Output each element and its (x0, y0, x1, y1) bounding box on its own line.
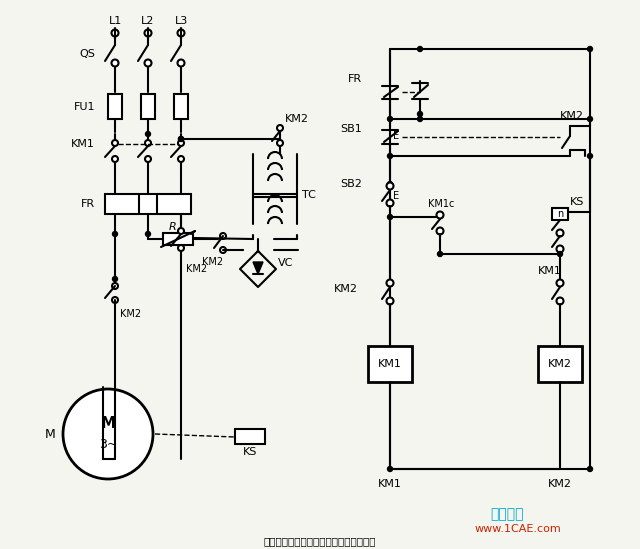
Circle shape (557, 245, 563, 253)
Circle shape (387, 467, 392, 472)
Circle shape (387, 182, 394, 189)
Text: FR: FR (81, 199, 95, 209)
Text: KS: KS (243, 447, 257, 457)
Text: KM2: KM2 (285, 114, 309, 124)
Circle shape (112, 156, 118, 162)
Bar (538, 346, 582, 382)
Text: VC: VC (278, 258, 293, 268)
Circle shape (277, 140, 283, 146)
Circle shape (145, 59, 152, 66)
Text: KM2: KM2 (334, 284, 358, 294)
Text: E: E (393, 131, 399, 141)
Text: 以速度原则控制的单向能耗制动控制线路: 以速度原则控制的单向能耗制动控制线路 (264, 536, 376, 546)
Text: KM1: KM1 (378, 359, 402, 369)
Circle shape (113, 232, 118, 237)
Circle shape (112, 297, 118, 303)
Circle shape (220, 233, 226, 239)
Bar (108, 94, 122, 119)
Circle shape (177, 30, 184, 36)
Text: SB2: SB2 (340, 179, 362, 189)
Circle shape (557, 251, 563, 256)
Circle shape (63, 389, 153, 479)
Circle shape (387, 298, 394, 305)
Text: KM2: KM2 (120, 309, 141, 319)
Text: FU1: FU1 (74, 102, 95, 112)
Circle shape (145, 132, 150, 137)
Circle shape (179, 137, 184, 142)
Circle shape (220, 247, 226, 253)
Circle shape (387, 199, 394, 206)
Text: KM2: KM2 (548, 479, 572, 489)
Circle shape (387, 215, 392, 220)
Circle shape (588, 467, 593, 472)
Bar (141, 94, 155, 119)
Circle shape (387, 154, 392, 159)
Text: KM2: KM2 (202, 257, 223, 267)
Text: KM2: KM2 (560, 111, 584, 121)
Circle shape (417, 116, 422, 121)
Circle shape (277, 125, 283, 131)
Circle shape (111, 30, 118, 36)
Circle shape (436, 227, 444, 234)
Text: L2: L2 (141, 16, 155, 26)
Text: R: R (169, 222, 177, 232)
Text: L3: L3 (174, 16, 188, 26)
Text: n: n (557, 209, 563, 219)
Circle shape (179, 137, 184, 142)
Bar (174, 94, 188, 119)
Polygon shape (253, 262, 263, 274)
Text: KM1: KM1 (378, 479, 402, 489)
Circle shape (387, 116, 392, 121)
Text: E: E (393, 191, 399, 201)
Text: www.1CAE.com: www.1CAE.com (475, 524, 562, 534)
Text: FR: FR (348, 74, 362, 84)
Circle shape (178, 140, 184, 146)
Text: QS: QS (79, 49, 95, 59)
Circle shape (417, 111, 422, 116)
Text: M: M (100, 417, 116, 432)
Circle shape (145, 156, 151, 162)
Bar (552, 208, 568, 220)
Circle shape (145, 30, 152, 36)
Text: SB1: SB1 (340, 124, 362, 134)
Circle shape (112, 283, 118, 289)
Text: M: M (44, 428, 55, 440)
Bar (368, 346, 412, 382)
Circle shape (438, 251, 442, 256)
Text: KS: KS (570, 197, 584, 207)
Circle shape (145, 232, 150, 237)
Text: L1: L1 (108, 16, 122, 26)
Circle shape (145, 140, 151, 146)
Text: KM1c: KM1c (428, 199, 454, 209)
Text: 仿真在线: 仿真在线 (490, 507, 524, 521)
Circle shape (588, 47, 593, 52)
Circle shape (588, 116, 593, 121)
Text: KM1: KM1 (538, 266, 562, 276)
Circle shape (113, 277, 118, 282)
Circle shape (178, 245, 184, 251)
Bar (235, 429, 265, 444)
Bar (163, 233, 193, 245)
Text: KM2: KM2 (548, 359, 572, 369)
Circle shape (557, 229, 563, 237)
Circle shape (177, 59, 184, 66)
Circle shape (111, 59, 118, 66)
Circle shape (387, 182, 392, 187)
Text: KM2: KM2 (186, 264, 207, 274)
Circle shape (178, 228, 184, 234)
Circle shape (387, 279, 394, 287)
Text: KM1: KM1 (71, 139, 95, 149)
Text: 3~: 3~ (99, 438, 117, 451)
Circle shape (178, 156, 184, 162)
Circle shape (588, 154, 593, 159)
Circle shape (557, 298, 563, 305)
Text: TC: TC (302, 190, 316, 200)
Circle shape (436, 211, 444, 219)
Circle shape (417, 47, 422, 52)
Circle shape (112, 140, 118, 146)
Circle shape (557, 279, 563, 287)
Bar (105, 194, 191, 214)
